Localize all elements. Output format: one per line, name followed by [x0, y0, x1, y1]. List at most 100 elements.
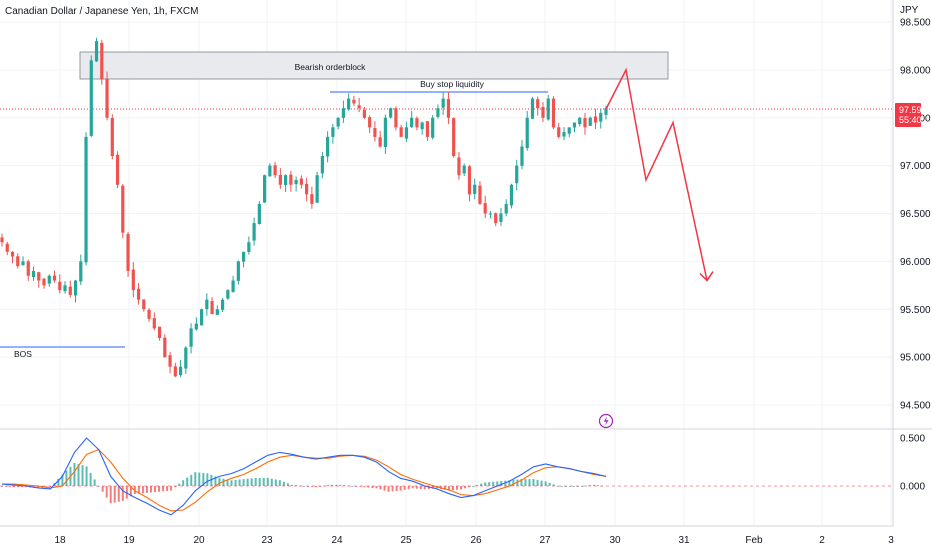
macd-hist-bar [468, 486, 471, 488]
macd-hist-bar [89, 472, 92, 486]
price-axis[interactable]: 98.50098.00097.50097.00096.50096.00095.5… [900, 18, 931, 412]
macd-hist-bar [17, 486, 20, 488]
lightning-icon[interactable] [598, 413, 614, 429]
candle-body [457, 157, 461, 176]
candle [310, 186, 314, 209]
macd-hist-bar [367, 486, 370, 488]
macd-hist-bar [262, 477, 265, 486]
candle-body [588, 117, 592, 126]
candle [504, 199, 508, 217]
candle [199, 308, 204, 326]
price-tag-value: 97.590 [899, 105, 927, 115]
candle [231, 275, 235, 293]
macd-hist-bar [149, 486, 152, 493]
macd-hist-bar [492, 481, 495, 486]
candle [593, 108, 598, 130]
price-tag-countdown: 55:40 [899, 115, 922, 125]
candle [68, 280, 72, 298]
x-tick-label: 31 [678, 535, 690, 546]
macd-hist-bar [137, 486, 140, 494]
y-tick-label: 96.500 [900, 209, 931, 220]
candle [452, 117, 456, 158]
candle [509, 183, 514, 209]
macd-hist-bar [202, 472, 205, 486]
candle [184, 346, 188, 374]
candle [331, 123, 335, 144]
candle [415, 116, 419, 131]
macd-hist-bar [101, 486, 104, 492]
candle-body [273, 165, 277, 176]
candle-body [131, 269, 135, 291]
candle [52, 270, 57, 283]
macd-hist-bar [379, 486, 382, 490]
macd-pane [1, 437, 607, 516]
currency-label: JPY [900, 5, 919, 16]
macd-hist-bar [580, 486, 583, 487]
time-axis[interactable]: 18 19 20 23 24 25 26 27 30 31 Feb 2 3 [54, 535, 894, 546]
candle-body [168, 355, 172, 367]
candle-body [42, 278, 46, 286]
candle-body [94, 41, 99, 62]
projection-line[interactable] [605, 67, 708, 281]
macd-hist-bar [298, 485, 301, 487]
candle-body [478, 185, 482, 204]
candle [315, 171, 319, 204]
macd-hist-bar [395, 486, 398, 491]
projection-path[interactable] [605, 67, 714, 282]
macd-hist-bar [61, 474, 64, 486]
candle [299, 175, 303, 189]
macd-hist-bar [443, 486, 446, 490]
candle [73, 279, 78, 303]
candle [131, 262, 135, 298]
macd-hist-bar [117, 486, 120, 502]
candle [473, 178, 477, 200]
macd-hist-bar [238, 479, 241, 486]
macd-hist-bar [234, 479, 237, 486]
candle [5, 241, 9, 256]
x-tick-label: 2 [819, 535, 825, 546]
candle-body [152, 318, 156, 329]
candle-body [299, 178, 303, 185]
macd-hist-bar [254, 477, 257, 486]
candle-body [178, 366, 183, 376]
candle [94, 37, 99, 63]
candle [572, 122, 577, 133]
y-tick-label: 98.000 [900, 65, 931, 76]
macd-hist-bar [77, 464, 80, 486]
candle [541, 102, 545, 122]
candle [320, 151, 324, 179]
candle-body [431, 117, 435, 138]
candle-body [73, 280, 78, 296]
macd-hist-bar [210, 474, 213, 486]
chart-title: Canadian Dollar / Japanese Yen, 1h, FXCM [5, 6, 198, 17]
candle [341, 100, 345, 123]
x-tick-label: 3 [888, 535, 894, 546]
candle-body [47, 275, 51, 284]
macd-hist-bar [596, 485, 599, 487]
candle [483, 195, 487, 219]
candle-body [494, 213, 498, 224]
candle [373, 121, 377, 142]
candle [441, 91, 445, 115]
macd-hist-bar [105, 486, 108, 498]
macd-hist-bar [258, 477, 261, 486]
y-tick-label: 95.500 [900, 305, 931, 316]
candle-body [142, 299, 146, 310]
macd-hist-bar [109, 486, 112, 504]
y-tick-label: 98.500 [900, 18, 931, 29]
x-tick-label: 18 [54, 535, 66, 546]
macd-hist-bar [476, 484, 479, 486]
macd-hist-bar [182, 480, 185, 486]
macd-hist-bar [270, 478, 273, 486]
macd-line [1, 437, 607, 516]
candle-body [567, 127, 571, 134]
candle [436, 104, 440, 119]
y-tick-label: 96.000 [900, 257, 931, 268]
candle-body [347, 98, 351, 110]
bearish-orderblock-zone[interactable] [79, 51, 669, 80]
candle [268, 163, 272, 177]
candle-body [215, 309, 219, 315]
candle [105, 71, 109, 121]
candle [530, 96, 535, 120]
